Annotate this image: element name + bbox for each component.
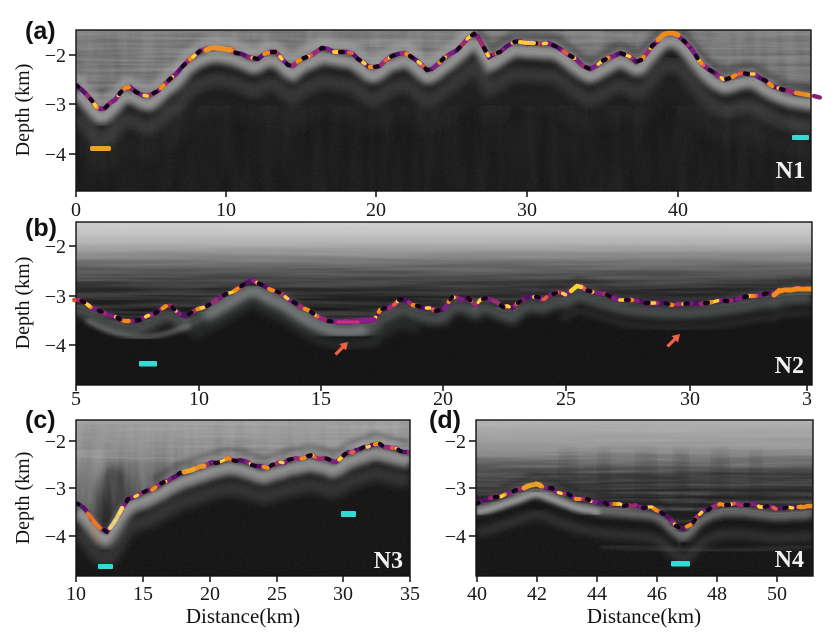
svg-text:15: 15	[311, 388, 331, 410]
svg-text:N4: N4	[775, 547, 804, 573]
svg-text:30: 30	[680, 388, 700, 410]
svg-text:15: 15	[133, 583, 153, 605]
svg-text:(c): (c)	[25, 406, 56, 434]
svg-text:Depth (km): Depth (km)	[12, 452, 34, 545]
svg-text:−2: −2	[45, 45, 66, 67]
svg-text:−3: −3	[45, 478, 66, 500]
svg-text:(a): (a)	[25, 17, 56, 45]
svg-text:40: 40	[467, 583, 487, 605]
svg-text:30: 30	[517, 199, 537, 221]
svg-text:−2: −2	[45, 431, 66, 453]
svg-text:25: 25	[267, 583, 287, 605]
svg-text:−3: −3	[445, 478, 466, 500]
svg-text:46: 46	[647, 583, 667, 605]
svg-text:0: 0	[71, 199, 81, 221]
svg-text:N3: N3	[374, 548, 403, 574]
svg-text:20: 20	[200, 583, 220, 605]
svg-text:44: 44	[587, 583, 607, 605]
svg-text:25: 25	[556, 388, 576, 410]
svg-text:(d): (d)	[429, 406, 461, 434]
svg-text:35: 35	[400, 583, 420, 605]
svg-text:40: 40	[668, 199, 688, 221]
svg-text:−2: −2	[445, 431, 466, 453]
svg-text:10: 10	[66, 583, 86, 605]
svg-text:48: 48	[707, 583, 727, 605]
svg-text:−4: −4	[45, 335, 66, 357]
svg-text:Distance(km): Distance(km)	[587, 604, 701, 628]
svg-text:N2: N2	[775, 353, 804, 379]
svg-text:−3: −3	[45, 94, 66, 116]
svg-text:42: 42	[527, 583, 547, 605]
svg-text:−4: −4	[45, 144, 66, 166]
svg-text:Depth (km): Depth (km)	[12, 64, 34, 157]
svg-text:(b): (b)	[25, 214, 57, 242]
svg-text:20: 20	[433, 388, 453, 410]
svg-text:5: 5	[71, 388, 81, 410]
svg-text:20: 20	[366, 199, 386, 221]
svg-text:−4: −4	[445, 526, 466, 548]
svg-text:10: 10	[216, 199, 236, 221]
svg-text:10: 10	[189, 388, 209, 410]
svg-text:Depth (km): Depth (km)	[12, 257, 34, 350]
svg-text:3: 3	[802, 388, 812, 410]
svg-text:30: 30	[333, 583, 353, 605]
svg-text:N1: N1	[776, 158, 805, 184]
svg-text:−3: −3	[45, 286, 66, 308]
svg-text:Distance(km): Distance(km)	[186, 604, 300, 628]
svg-text:−2: −2	[45, 236, 66, 258]
svg-text:−4: −4	[45, 526, 66, 548]
svg-text:50: 50	[767, 583, 787, 605]
